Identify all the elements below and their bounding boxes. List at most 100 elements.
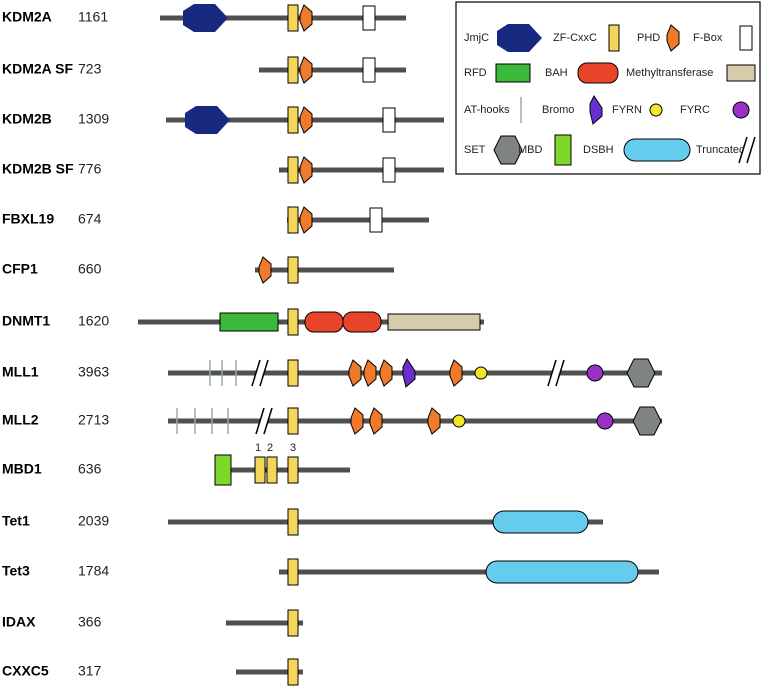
protein-length: 660 <box>78 261 102 277</box>
jmjc <box>185 106 230 134</box>
dsbh <box>623 138 691 162</box>
zf-cxxc <box>266 456 278 484</box>
protein-name: MLL1 <box>2 364 39 380</box>
legend-label: AT-hooks <box>464 104 510 116</box>
protein-name: KDM2A <box>2 9 52 25</box>
protein-length: 1161 <box>78 9 108 25</box>
legend-label: JmjC <box>464 32 489 44</box>
bromo <box>402 358 416 388</box>
bah <box>342 311 382 333</box>
phd <box>299 106 313 134</box>
f-box <box>369 207 383 233</box>
dsbh <box>485 560 639 584</box>
protein-name: DNMT1 <box>2 313 50 329</box>
fyrn <box>452 414 466 428</box>
rfd <box>219 312 279 332</box>
legend-label: FYRN <box>612 104 642 116</box>
zf-cxxc <box>608 24 620 52</box>
zf-cxxc <box>287 508 299 536</box>
zf-cxxc <box>287 558 299 586</box>
protein-name: KDM2B <box>2 111 52 127</box>
set <box>632 406 662 436</box>
protein-name: MBD1 <box>2 461 42 477</box>
legend-label: ZF-CxxC <box>553 32 597 44</box>
truncation <box>251 359 261 387</box>
phd <box>299 56 313 84</box>
zf-cxxc <box>287 4 299 32</box>
phd <box>449 359 463 387</box>
fyrc <box>596 412 614 430</box>
bah <box>304 311 344 333</box>
methyltransferase <box>387 313 481 331</box>
protein-length: 636 <box>78 461 102 477</box>
protein-length: 1784 <box>78 563 109 579</box>
set <box>626 358 656 388</box>
rfd <box>495 63 531 83</box>
bromo <box>589 95 603 125</box>
truncation <box>263 407 273 435</box>
domain-number: 1 <box>255 442 261 454</box>
truncation <box>259 359 269 387</box>
fyrn <box>474 366 488 380</box>
protein-length: 2713 <box>78 412 109 428</box>
zf-cxxc <box>287 256 299 284</box>
phd <box>427 407 441 435</box>
legend-label: Methyltransferase <box>626 67 713 79</box>
truncation <box>746 136 756 164</box>
zf-cxxc <box>287 359 299 387</box>
jmjc <box>497 24 542 52</box>
truncation-gap <box>256 408 272 434</box>
zf-cxxc <box>287 206 299 234</box>
protein-length: 317 <box>78 663 102 679</box>
phd <box>666 24 680 52</box>
zf-cxxc <box>287 407 299 435</box>
legend-label: DSBH <box>583 144 614 156</box>
truncation-gap <box>252 360 268 386</box>
protein-length: 1309 <box>78 111 109 127</box>
legend-label: PHD <box>637 32 660 44</box>
truncation <box>547 359 557 387</box>
zf-cxxc <box>287 609 299 637</box>
protein-length: 1620 <box>78 313 109 329</box>
protein-length: 674 <box>78 211 102 227</box>
f-box <box>382 107 396 133</box>
protein-name: CFP1 <box>2 261 38 277</box>
jmjc <box>183 4 228 32</box>
truncation <box>255 407 265 435</box>
phd <box>258 256 272 284</box>
protein-name: KDM2A SF <box>2 61 73 77</box>
truncation <box>555 359 565 387</box>
phd <box>348 359 362 387</box>
protein-name: KDM2B SF <box>2 161 74 177</box>
set <box>493 135 523 165</box>
phd <box>299 4 313 32</box>
zf-cxxc <box>287 308 299 336</box>
zf-cxxc <box>287 156 299 184</box>
zf-cxxc <box>287 56 299 84</box>
phd <box>363 359 377 387</box>
protein-name: FBXL19 <box>2 211 54 227</box>
f-box <box>382 157 396 183</box>
mbd <box>554 134 572 166</box>
protein-name: IDAX <box>2 614 36 630</box>
protein-length: 776 <box>78 161 102 177</box>
domain-number: 3 <box>290 442 296 454</box>
protein-length: 2039 <box>78 513 109 529</box>
phd <box>369 407 383 435</box>
legend-label: F-Box <box>693 32 723 44</box>
phd <box>350 407 364 435</box>
legend-label: Bromo <box>542 104 574 116</box>
protein-length: 3963 <box>78 364 109 380</box>
truncation-gap <box>548 360 564 386</box>
bah <box>577 62 619 84</box>
truncation-gap <box>739 137 755 163</box>
f-box <box>739 25 753 51</box>
legend-label: SET <box>464 144 486 156</box>
dsbh <box>492 510 589 534</box>
domain-number: 2 <box>267 442 273 454</box>
methyltransferase <box>726 64 756 82</box>
legend-label: FYRC <box>680 104 710 116</box>
fyrn <box>649 103 663 117</box>
legend-label: MBD <box>518 144 543 156</box>
